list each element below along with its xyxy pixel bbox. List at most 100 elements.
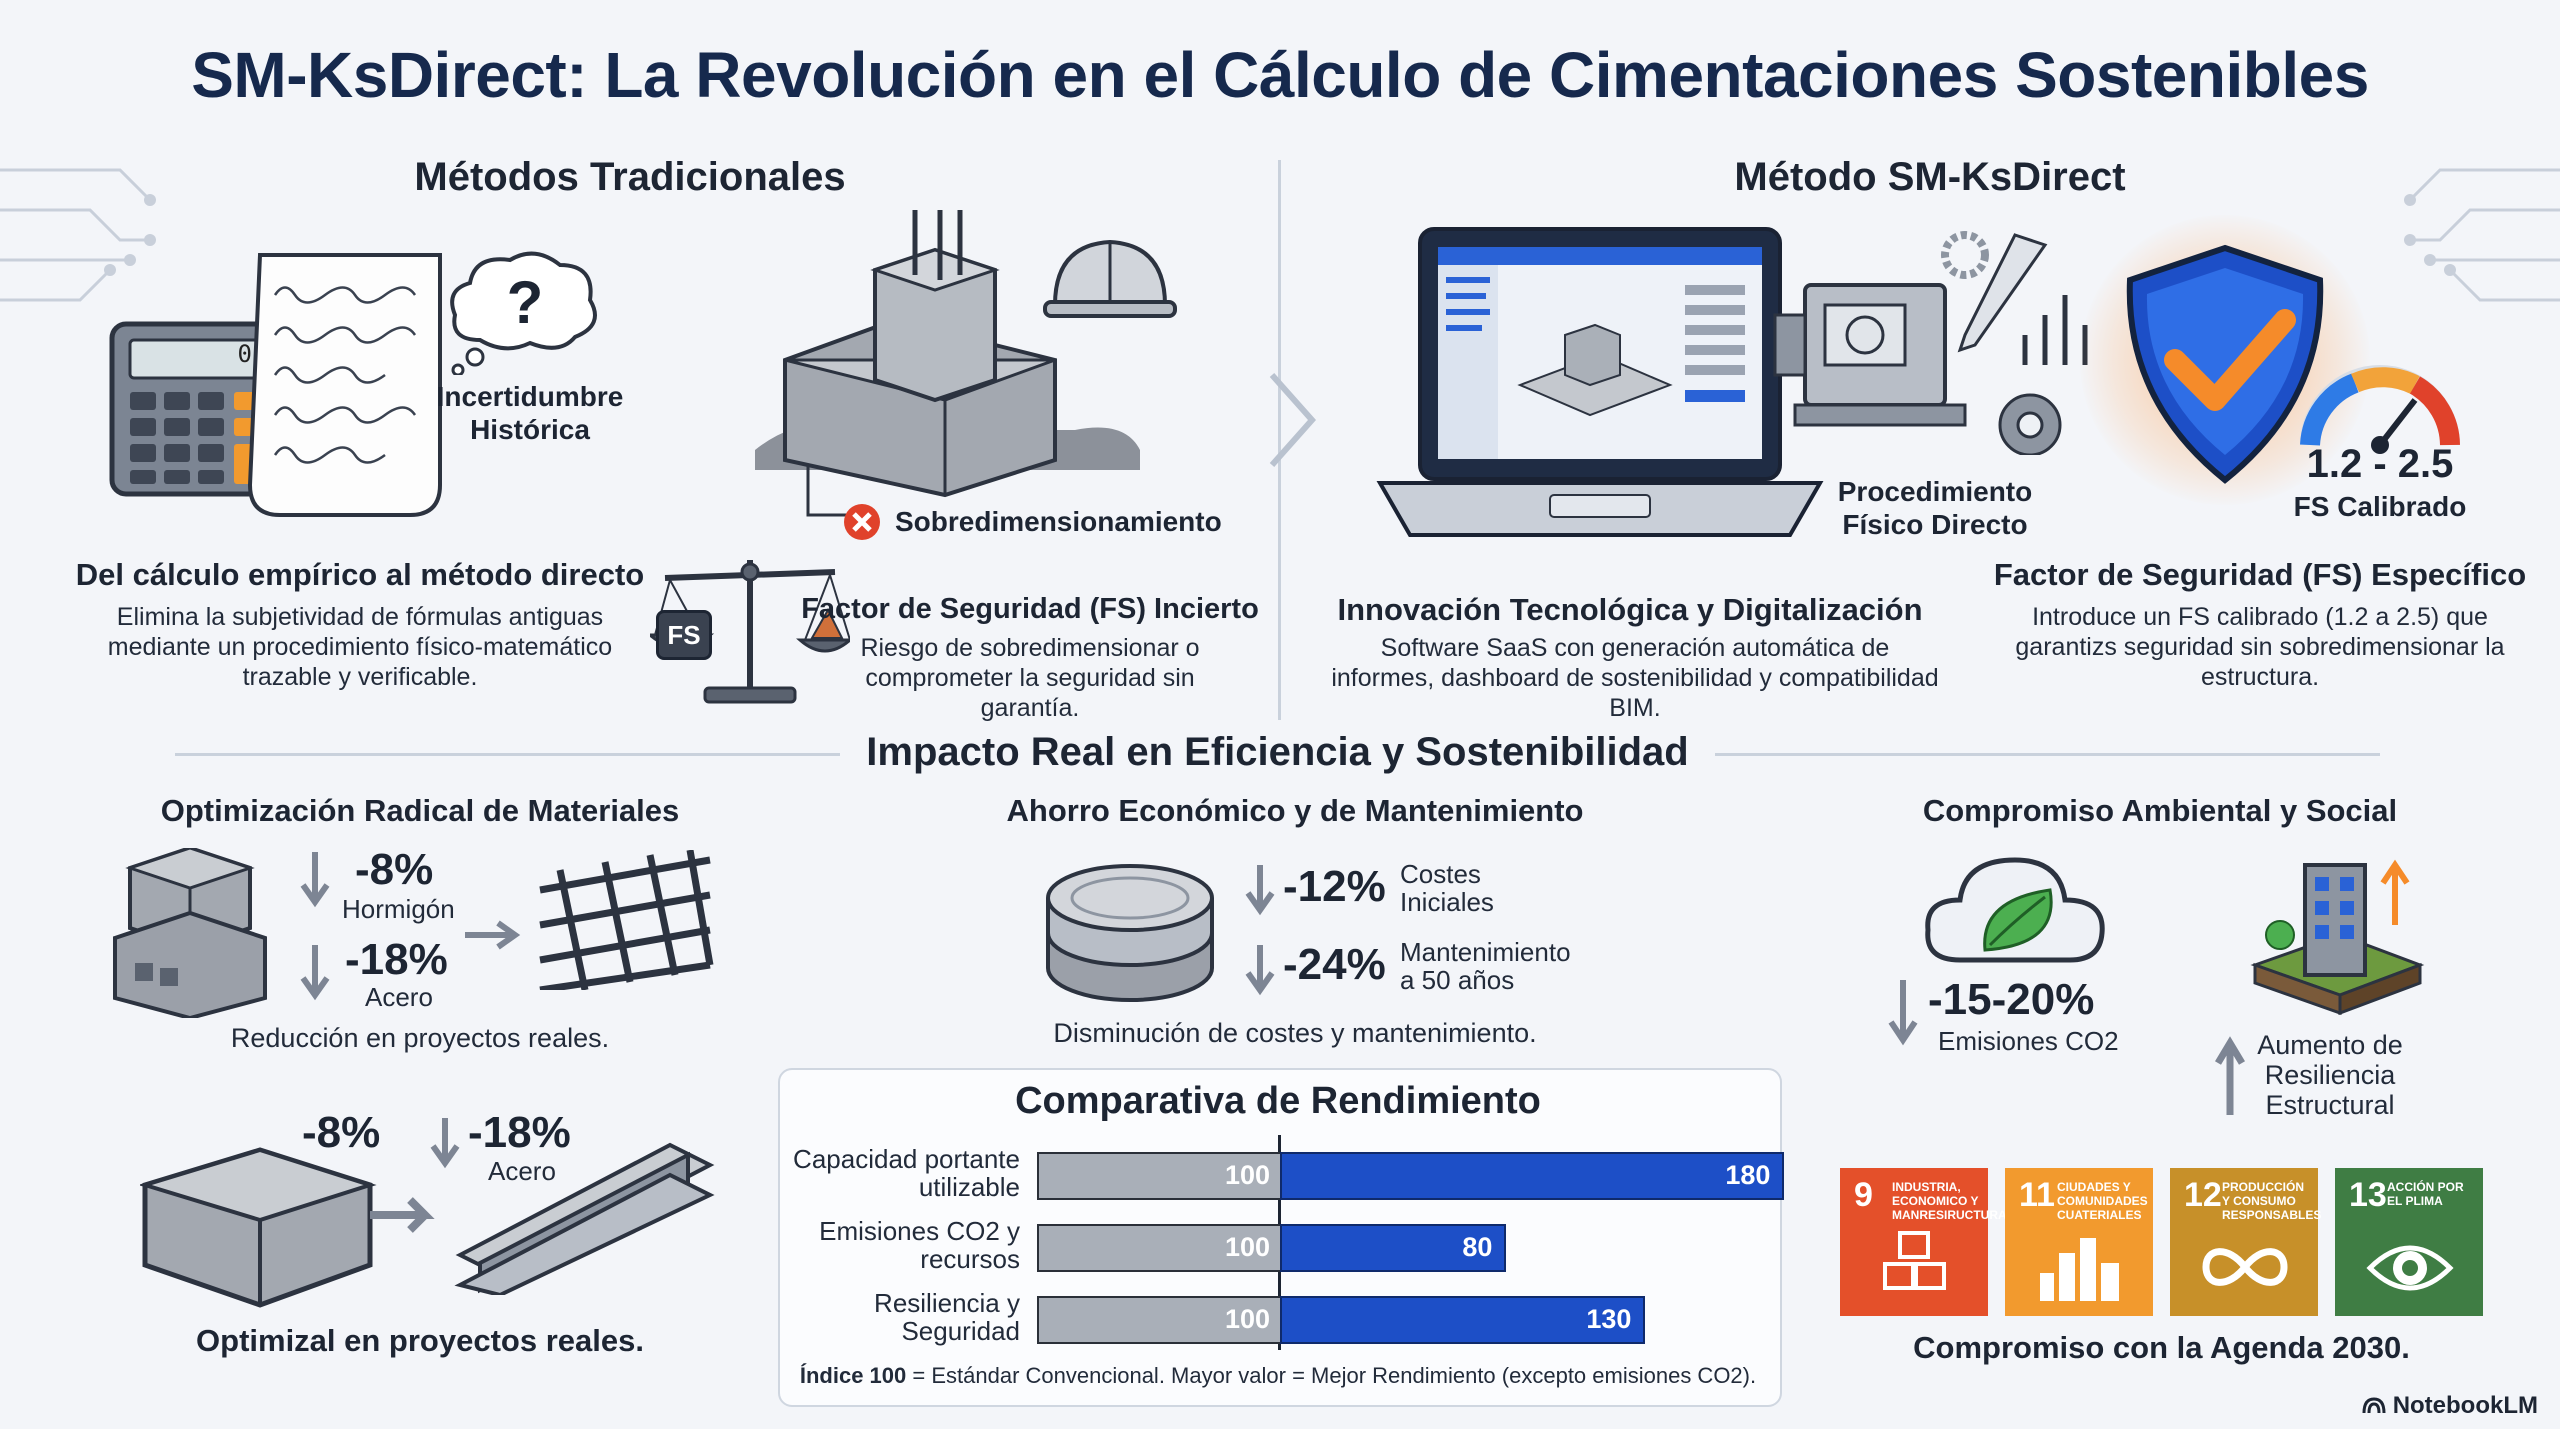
innovation-text: Software SaaS con generación automática … <box>1331 634 1939 722</box>
circuit-decoration-left <box>0 168 156 302</box>
chart-footnote: Índice 100 = Estándar Convencional. Mayo… <box>778 1362 1778 1390</box>
chart-footnote-bold: Índice 100 <box>799 1363 907 1388</box>
sdg-tile-13: 13 Acción por el plima <box>2335 1168 2483 1316</box>
maintenance-label: Mantenimiento a 50 años <box>1400 937 1571 995</box>
innovation-title: Innovación Tecnológica y Digitalización <box>1337 592 1923 627</box>
cloud-leaf-icon <box>1925 857 2105 963</box>
fs-specific-title: Factor de Seguridad (FS) Específico <box>1993 557 2527 592</box>
materials-note: Reducción en proyectos reales. <box>230 1023 610 1053</box>
right-arrow-icon <box>370 1197 435 1233</box>
fs-range: 1.2 - 2.5 <box>2306 442 2454 486</box>
impact-heading: Impacto Real en Eficiencia y Sostenibili… <box>866 730 1689 774</box>
svg-text:?: ? <box>507 269 544 336</box>
bar-smk-value: 80 <box>1462 1232 1493 1262</box>
cost-pct: -12% <box>1283 862 1386 911</box>
bar-baseline-value: 100 <box>1224 1232 1270 1262</box>
steel-pct-2: -18% <box>468 1108 571 1157</box>
fs-uncertain-text: Riesgo de sobredimensionar o comprometer… <box>860 634 1200 722</box>
sdg-text: Producción y consumo responsables <box>2222 1180 2322 1222</box>
concrete-label: Hormigón <box>342 894 455 924</box>
agenda-label: Compromiso con la Agenda 2030. <box>1913 1330 2410 1365</box>
sdg-text: Ciudades y comunidades cuateriales <box>2057 1180 2148 1222</box>
concrete-blocks-icon <box>113 848 267 1018</box>
machine-gears-icon <box>1773 231 2088 455</box>
chart-footnote-text: = Estándar Convencional. Mayor valor = M… <box>906 1363 1757 1388</box>
smk-heading: Método SM-KsDirect <box>1734 155 2126 199</box>
laptop-dashboard-icon <box>1376 227 1824 537</box>
steel-beam-icon <box>454 1142 715 1295</box>
sdg-number: 11 <box>2019 1176 2055 1214</box>
oversize-label: Sobredimensionamiento <box>895 506 1222 537</box>
emissions-pct: -15-20% <box>1928 975 2095 1024</box>
materials-note-2: Optimizal en proyectos reales. <box>196 1323 644 1358</box>
fs-specific-text: Introduce un FS calibrado (1.2 a 2.5) qu… <box>2015 603 2505 691</box>
formula-scroll-icon <box>247 253 442 517</box>
infinity-icon <box>2202 1248 2288 1286</box>
bar-smk: 130 <box>1280 1296 1646 1344</box>
down-arrow-icon <box>300 945 330 1001</box>
sdg-text: Acción por el plima <box>2387 1180 2464 1208</box>
down-arrow-icon <box>430 1118 460 1169</box>
empirical-text: Elimina la subjetividad de fórmulas anti… <box>107 603 613 691</box>
bar-smk-value: 130 <box>1586 1304 1632 1334</box>
chart-category-label: Capacidad portante utilizable <box>793 1144 1020 1202</box>
down-arrow-icon <box>1245 865 1275 916</box>
bar-baseline-value: 100 <box>1224 1304 1270 1334</box>
bar-smk: 180 <box>1280 1152 1785 1200</box>
uncertainty-label: Incertidumbre Histórica <box>436 381 624 445</box>
sdg-number: 12 <box>2184 1176 2222 1214</box>
question-bubble-icon: ? <box>450 251 597 375</box>
hard-hat-icon <box>1043 239 1177 318</box>
sdg-tile-9: 9 Industria, economico y manresiructura <box>1840 1168 2007 1316</box>
fs-badge: FS <box>656 610 712 660</box>
gauge-icon <box>2300 365 2460 454</box>
error-x-icon <box>844 504 880 540</box>
right-arrow-icon <box>465 920 521 950</box>
sdg-number: 9 <box>1854 1176 1873 1214</box>
bar-baseline: 100 <box>1037 1152 1284 1200</box>
rebar-mesh-icon <box>539 850 714 990</box>
empirical-title: Del cálculo empírico al método directo <box>75 557 645 592</box>
env-title: Compromiso Ambiental y Social <box>1922 793 2398 828</box>
procedure-label: Procedimiento Físico Directo <box>1837 476 2033 540</box>
bar-baseline: 100 <box>1037 1296 1284 1344</box>
up-arrow-icon <box>2215 1036 2245 1115</box>
brand-logo: NotebookLM <box>2362 1392 2538 1420</box>
calculator-icon <box>109 321 285 497</box>
brand-name: NotebookLM <box>2392 1392 2538 1419</box>
calculator-display: 0 <box>237 340 252 368</box>
sdg-tile-12: 12 Producción y consumo responsables <box>2170 1168 2322 1316</box>
bar-smk: 80 <box>1280 1224 1507 1272</box>
down-arrow-icon <box>1245 945 1275 996</box>
emissions-label: Emisiones CO2 <box>1938 1026 2119 1056</box>
steel-pct: -18% <box>345 935 448 984</box>
chevron-right-icon <box>1269 373 1317 467</box>
resilience-label: Aumento de Resiliencia Estructural <box>2257 1030 2403 1120</box>
impact-rule-left <box>175 753 840 756</box>
steel-label: Acero <box>365 982 433 1012</box>
eye-globe-icon <box>2366 1245 2454 1291</box>
cubes-icon <box>1883 1231 1946 1290</box>
cost-label: Costes Iniciales <box>1400 859 1494 917</box>
fs-calibrated-label: FS Calibrado <box>2293 491 2467 522</box>
chart-category-label: Emisiones CO2 y recursos <box>819 1216 1020 1274</box>
sdg-tile-11: 11 Ciudades y comunidades cuateriales <box>2005 1168 2153 1316</box>
notebooklm-icon <box>2362 1397 2386 1414</box>
concrete-cube-icon <box>140 1147 377 1308</box>
fs-uncertain-title: Factor de Seguridad (FS) Incierto <box>801 593 1259 625</box>
connector-line <box>806 465 850 517</box>
city-icon <box>2040 1238 2119 1301</box>
down-arrow-icon <box>1888 980 1918 1046</box>
chart-category-label: Resiliencia y Seguridad <box>874 1288 1020 1346</box>
concrete-footing-icon <box>755 210 1140 498</box>
sdg-text: Industria, economico y manresiructura <box>1892 1180 2007 1222</box>
page-title: SM-KsDirect: La Revolución en el Cálculo… <box>191 39 2369 111</box>
sdg-number: 13 <box>2349 1176 2387 1214</box>
impact-rule-right <box>1715 753 2380 756</box>
bar-baseline-value: 100 <box>1224 1160 1270 1190</box>
coin-stack-icon <box>1046 864 1214 1002</box>
steel-label-2: Acero <box>488 1156 556 1186</box>
traditional-heading: Métodos Tradicionales <box>414 155 846 199</box>
bar-smk-value: 180 <box>1725 1160 1771 1190</box>
circuit-decoration-right <box>2404 168 2560 302</box>
